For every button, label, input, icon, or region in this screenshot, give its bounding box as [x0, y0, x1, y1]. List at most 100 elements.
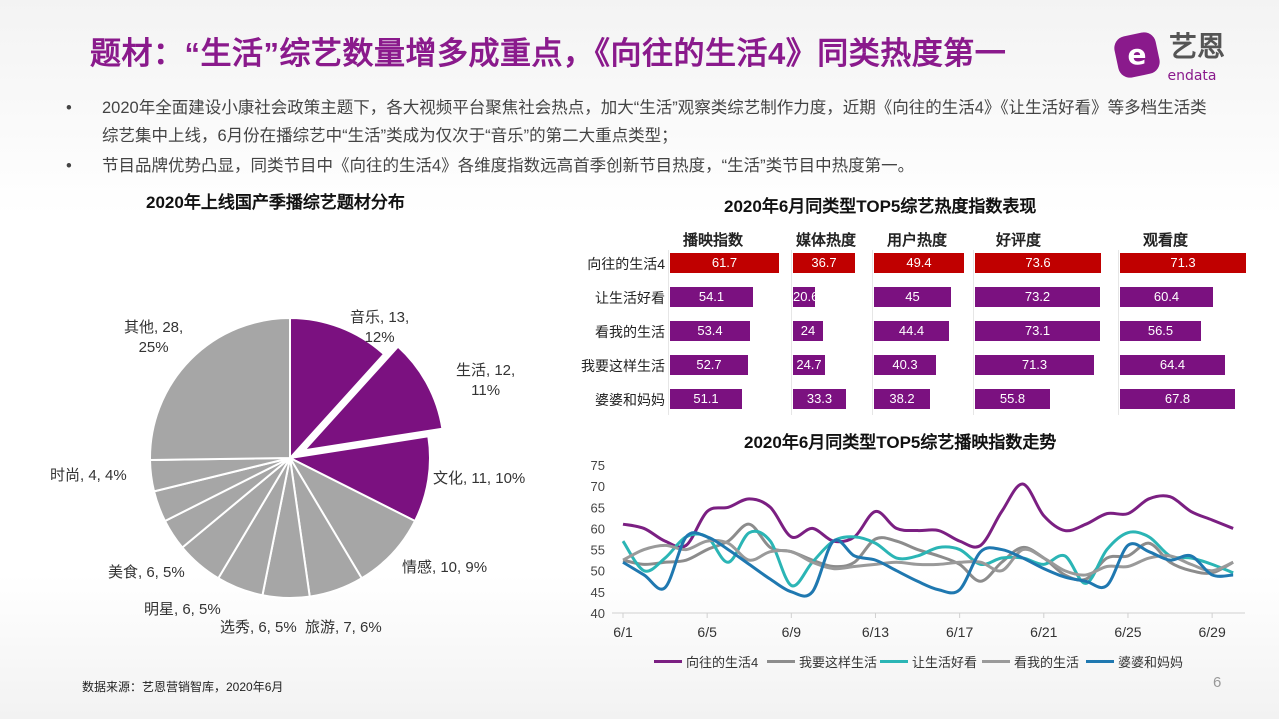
- legend-label: 让生活好看: [912, 655, 978, 670]
- series-line-看我的生活: [622, 538, 1234, 577]
- pie-label-meishi: 美食, 6, 5%: [108, 564, 185, 581]
- x-tick-label: 6/21: [1030, 624, 1057, 640]
- pie-label-xuanxiu: 选秀, 6, 5%: [220, 619, 297, 636]
- svg-text:艺恩: 艺恩: [1169, 30, 1225, 63]
- pie-chart: [148, 316, 444, 599]
- column-header: 好评度: [996, 232, 1042, 249]
- svg-text:e: e: [1128, 38, 1147, 71]
- page-title: 题材：“生活”综艺数量增多成重点，《向往的生活4》同类热度第一: [90, 36, 1007, 71]
- pie-label-wenhua: 文化, 11, 10%: [433, 470, 526, 487]
- column-divider: [791, 250, 792, 415]
- row-label: 看我的生活: [595, 324, 665, 340]
- bar-value: 24.7: [793, 355, 825, 375]
- bullet-marker: •: [66, 99, 72, 117]
- column-divider: [872, 250, 873, 415]
- pie-slice-文化: [286, 435, 431, 523]
- table-chart-title: 2020年6月同类型TOP5综艺热度指数表现: [724, 197, 1037, 216]
- pie-slice-生活: [301, 345, 444, 452]
- bar-value: 56.5: [1120, 321, 1201, 341]
- legend-item: 向往的生活4: [654, 652, 758, 671]
- bar-value: 40.3: [874, 355, 936, 375]
- bar-value: 38.2: [874, 389, 930, 409]
- legend-item: 婆婆和妈妈: [1086, 652, 1183, 671]
- legend-swatch: [880, 660, 908, 663]
- y-tick-label: 60: [591, 521, 605, 536]
- x-tick-label: 6/9: [782, 624, 802, 640]
- y-tick-label: 65: [591, 500, 605, 515]
- x-tick-label: 6/1: [613, 624, 633, 640]
- bar-value: 61.7: [670, 253, 779, 273]
- bar-value: 73.1: [975, 321, 1100, 341]
- y-tick-label: 45: [591, 585, 605, 600]
- bar-value: 71.3: [1120, 253, 1246, 273]
- column-header: 媒体热度: [796, 232, 857, 249]
- legend-swatch: [982, 660, 1010, 663]
- y-tick-label: 50: [591, 564, 605, 579]
- bullet-text: 2020年全面建设小康社会政策主题下，各大视频平台聚焦社会热点，加大“生活”观察…: [102, 99, 1207, 145]
- column-header: 播映指数: [683, 232, 744, 249]
- svg-text:endata: endata: [1167, 68, 1216, 84]
- bar-value: 45: [874, 287, 951, 307]
- legend-swatch: [654, 660, 682, 663]
- bar-value: 73.2: [975, 287, 1100, 307]
- pie-slice-音乐: [289, 316, 386, 461]
- x-tick-label: 6/17: [946, 624, 973, 640]
- bar-value: 60.4: [1120, 287, 1213, 307]
- row-label: 我要这样生活: [581, 358, 665, 374]
- bar-value: 52.7: [670, 355, 748, 375]
- bar-value: 24: [793, 321, 823, 341]
- pie-label-shenghuo: 生活, 12, 11%: [456, 362, 516, 399]
- data-source-note: 数据来源：艺恩营销智库，2020年6月: [82, 680, 284, 694]
- bar-value: 53.4: [670, 321, 750, 341]
- line-chart-title: 2020年6月同类型TOP5综艺播映指数走势: [744, 433, 1057, 452]
- row-label: 让生活好看: [595, 290, 665, 306]
- y-tick-label: 75: [591, 458, 605, 473]
- column-divider: [668, 250, 669, 415]
- bar-value: 73.6: [975, 253, 1101, 273]
- legend-label: 向往的生活4: [686, 655, 759, 670]
- legend-swatch: [1086, 660, 1114, 663]
- column-divider: [1118, 250, 1119, 415]
- y-tick-label: 40: [591, 606, 605, 621]
- series-line-婆婆和妈妈: [622, 531, 1234, 598]
- bullet-text: 节目品牌优势凸显，同类节目中《向往的生活4》各维度指数远高首季创新节目热度，“生…: [102, 157, 915, 175]
- row-label: 婆婆和妈妈: [595, 392, 665, 408]
- bar-value: 67.8: [1120, 389, 1235, 409]
- series-line-向往的生活4: [622, 482, 1234, 549]
- column-divider: [973, 250, 974, 415]
- bar-value: 51.1: [670, 389, 742, 409]
- pie-label-qita: 其他, 28, 25%: [124, 319, 184, 356]
- column-header: 用户热度: [887, 232, 948, 249]
- pie-label-lvyou: 旅游, 7, 6%: [305, 619, 382, 636]
- legend-item: 看我的生活: [982, 652, 1079, 671]
- legend-label: 看我的生活: [1014, 655, 1080, 670]
- legend-item: 我要这样生活: [767, 652, 877, 671]
- pie-slice-情感: [287, 455, 417, 580]
- x-tick-label: 6/29: [1198, 624, 1225, 640]
- bar-value: 64.4: [1120, 355, 1225, 375]
- series-line-让生活好看: [621, 529, 1234, 588]
- pie-label-shishang: 时尚, 4, 4%: [50, 467, 127, 484]
- legend-item: 让生活好看: [880, 652, 977, 671]
- y-tick-label: 70: [591, 479, 605, 494]
- pie-label-mingxing: 明星, 6, 5%: [144, 601, 221, 618]
- row-label: 向往的生活4: [587, 256, 665, 272]
- page-number: 6: [1213, 674, 1222, 691]
- bar-value: 71.3: [975, 355, 1094, 375]
- endata-logo: e 艺恩 endata: [1114, 30, 1225, 84]
- x-tick-label: 6/5: [697, 624, 717, 640]
- pie-slice-其他: [149, 316, 291, 461]
- pie-chart-title: 2020年上线国产季播综艺题材分布: [146, 193, 405, 212]
- column-header: 观看度: [1143, 232, 1189, 249]
- bar-value: 20.6: [793, 287, 818, 307]
- x-tick-label: 6/25: [1114, 624, 1141, 640]
- pie-label-yinyue: 音乐, 13, 12%: [350, 309, 410, 346]
- y-tick-label: 55: [591, 543, 605, 558]
- legend-label: 我要这样生活: [799, 655, 878, 670]
- bullet-1: • 2020年全面建设小康社会政策主题下，各大视频平台聚焦社会热点，加大“生活”…: [66, 94, 1226, 150]
- bar-value: 54.1: [670, 287, 753, 307]
- bar-value: 44.4: [874, 321, 949, 341]
- bar-value: 36.7: [793, 253, 855, 273]
- x-tick-label: 6/13: [862, 624, 889, 640]
